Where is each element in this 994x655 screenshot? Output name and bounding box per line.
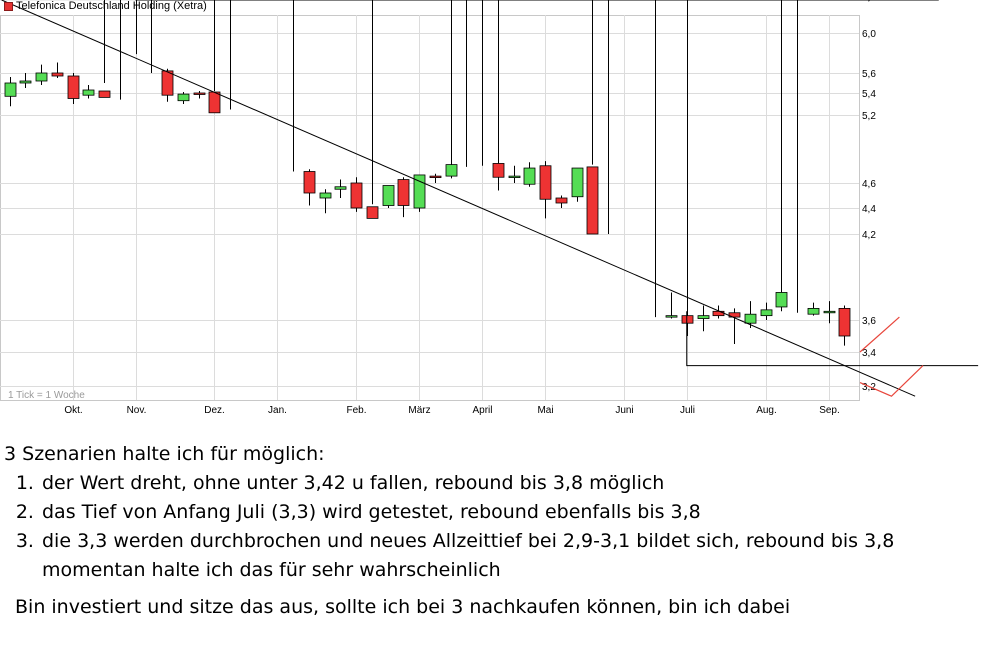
candle-body [382,185,395,206]
lower-channel [1,0,916,397]
x-tick-label: Feb. [346,405,366,416]
commentary-intro: 3 Szenarien halte ich für möglich: [4,443,325,465]
candle-body [775,292,788,308]
y-tick-label: 4,4 [862,204,876,215]
y-tick-label: 4,8 [862,0,876,3]
candle-body [571,167,584,198]
candle-body [523,167,536,185]
y-tick-label: 3,2 [862,382,876,393]
y-tick-label: 5,6 [862,69,876,80]
y-tick-label: 4,0 [862,0,876,3]
candle-body [728,312,741,318]
y-tick-label: 4,6 [862,179,876,190]
candle-body [445,164,458,177]
candle-body [193,92,206,95]
y-tick-label: 3,8 [862,0,876,3]
candle-body [807,307,820,315]
y-tick-label: 5,2 [862,111,876,122]
scenario-item: das Tief von Anfang Juli (3,3) wird gete… [40,498,989,527]
scenario-item: die 3,3 werden durchbrochen und neues Al… [40,527,989,585]
commentary-closing: Bin investiert und sitze das aus, sollte… [15,596,791,618]
y-tick-label: 5,0 [862,0,876,3]
candle-body [492,163,505,178]
x-tick-label: Mai [537,405,553,416]
scenario-arrow-lower [859,365,924,397]
candle-body [366,206,379,219]
candle-body [303,171,316,194]
scenario-arrow-mid [859,316,900,353]
candle-body [67,75,80,99]
scenario-note: momentan halte ich das für sehr wahrsche… [42,559,501,581]
candle-body [760,309,773,317]
y-tick-label: 5,8 [862,0,876,3]
x-tick-label: Aug. [756,405,777,416]
y-tick-label: 3,6 [862,316,876,327]
candle-body [35,72,48,82]
candle-body [208,91,221,114]
candle-body [681,315,694,324]
candle-body [161,70,174,96]
lower-range-box [686,311,979,367]
candle-body [98,90,111,98]
y-tick-label: 4,2 [862,230,876,241]
candle-body [555,197,568,204]
candle-body [712,310,725,317]
chart-legend: Telefonica Deutschland Holding (Xetra) [4,0,207,12]
candle-body [177,93,190,102]
x-tick-label: April [472,405,492,416]
candle-body [319,192,332,199]
stock-chart: 6,0 5,8 5,6 5,4 5,2 5,04,8 4,6 4,4 4,2 4,03,8 3,6 3… [0,0,979,416]
tick-note: 1 Tick = 1 Woche [8,390,85,401]
candle-body [350,182,363,209]
legend-label: Telefonica Deutschland Holding (Xetra) [16,0,207,12]
candle-body [4,82,17,97]
candle-body [823,310,836,314]
x-tick-label: Juli [680,405,695,416]
candle-body [82,89,95,96]
x-tick-label: Dez. [204,405,225,416]
candle-body [19,80,32,84]
legend-swatch [4,1,13,11]
candle-body [429,175,442,179]
candle-body [744,313,757,324]
x-tick-label: Okt. [64,405,82,416]
candle-body [397,179,410,206]
scenario-list: der Wert dreht, ohne unter 3,42 u fallen… [4,469,989,585]
x-tick-label: Sep. [819,405,840,416]
candle-body [413,174,426,209]
candle-body [586,166,599,235]
x-tick-label: Nov. [127,405,147,416]
candle-body [334,186,347,190]
candle-body [51,72,64,77]
commentary: 3 Szenarien halte ich für möglich: der W… [4,440,989,622]
scenario-item: der Wert dreht, ohne unter 3,42 u fallen… [40,469,989,498]
x-tick-label: Juni [615,405,633,416]
candle-body [508,175,521,179]
y-tick-label: 5,4 [862,89,876,100]
candle-body [838,307,851,337]
y-tick-label: 3,4 [862,348,876,359]
x-tick-label: März [408,405,430,416]
y-tick-label: 6,0 [862,29,876,40]
candle-body [665,315,678,318]
candle-body [697,315,710,319]
candle-body [539,165,552,200]
x-tick-label: Jan. [268,405,287,416]
